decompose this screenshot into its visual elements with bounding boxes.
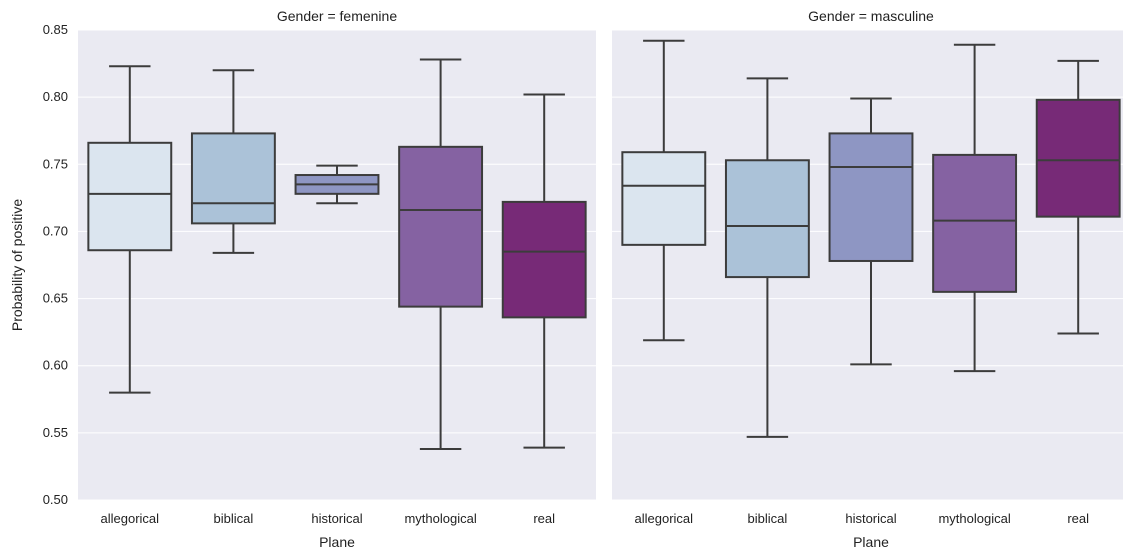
box-biblical [724, 77, 810, 438]
panel-title-masculine: Gender = masculine [808, 8, 934, 24]
x-axis-label-left: Plane [319, 534, 355, 550]
box-iqr [724, 159, 810, 279]
box-iqr [932, 153, 1018, 293]
panel-title-femenine: Gender = femenine [277, 8, 397, 24]
box-allegorical [621, 39, 707, 342]
box-historical [828, 97, 914, 366]
box-mythological [398, 58, 484, 450]
box-real [501, 93, 587, 449]
box-real [1035, 59, 1121, 335]
x-axis-label-right: Plane [853, 534, 889, 550]
panel-1: allegorical biblical historical mythologica… [612, 29, 1123, 526]
x-tick-label-mythological: mythological [938, 511, 1010, 526]
box-allegorical [87, 65, 173, 394]
box-biblical [190, 69, 276, 254]
x-tick-label-real: real [1067, 511, 1089, 526]
y-tick-label: 0.50 [43, 492, 68, 507]
y-tick-label: 0.60 [43, 358, 68, 373]
box-iqr [1035, 98, 1121, 218]
x-tick-label-real: real [533, 511, 555, 526]
box-historical [294, 164, 380, 205]
box-iqr [398, 145, 484, 308]
box-iqr [87, 141, 173, 252]
panel-0: 0.50 0.55 0.60 0.65 0.70 0.75 0.80 0.85 allegori… [43, 22, 596, 526]
x-tick-label-mythological: mythological [404, 511, 476, 526]
y-tick-label: 0.55 [43, 425, 68, 440]
x-tick-label-historical: historical [311, 511, 362, 526]
box-mythological [932, 43, 1018, 373]
x-tick-label-allegorical: allegorical [635, 511, 694, 526]
y-tick-label: 0.85 [43, 22, 68, 37]
box-iqr [501, 200, 587, 319]
box-iqr [828, 132, 914, 262]
y-tick-label: 0.80 [43, 89, 68, 104]
x-tick-label-biblical: biblical [214, 511, 254, 526]
y-tick-label: 0.75 [43, 156, 68, 171]
x-tick-label-historical: historical [845, 511, 896, 526]
x-tick-label-biblical: biblical [748, 511, 788, 526]
box-iqr [621, 151, 707, 246]
y-axis-label: Probability of positive [9, 199, 25, 332]
x-tick-label-allegorical: allegorical [101, 511, 160, 526]
y-tick-label: 0.65 [43, 291, 68, 306]
y-tick-label: 0.70 [43, 223, 68, 238]
box-iqr [190, 132, 276, 225]
